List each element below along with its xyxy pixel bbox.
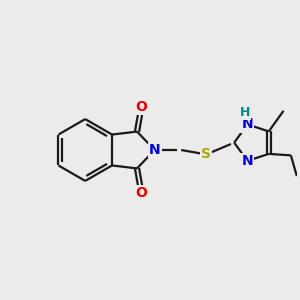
Text: H: H	[240, 106, 250, 118]
Text: S: S	[201, 147, 211, 161]
Text: N: N	[242, 117, 253, 131]
Text: O: O	[136, 100, 147, 114]
Text: N: N	[149, 143, 161, 157]
Text: N: N	[242, 154, 253, 168]
Text: O: O	[136, 186, 147, 200]
